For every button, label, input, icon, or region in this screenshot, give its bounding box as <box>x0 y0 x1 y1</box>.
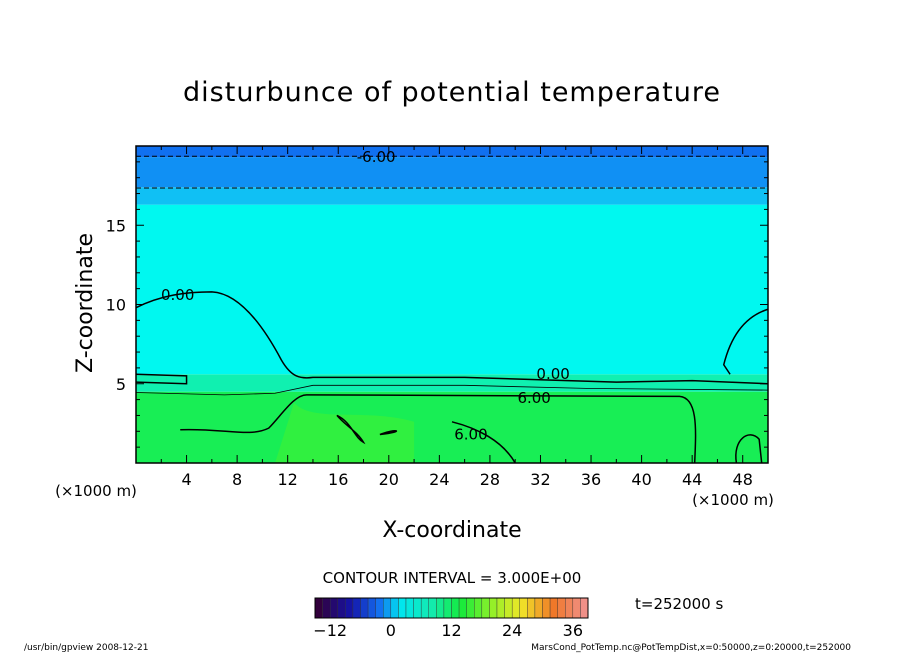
footer-left: /usr/bin/gpview 2008-12-21 <box>24 643 148 653</box>
colorbar-tick-36: 36 <box>563 621 583 640</box>
x-tick-label-40: 40 <box>631 470 651 489</box>
y-tick-label-10: 10 <box>106 296 126 315</box>
x-axis-label: X-coordinate <box>382 518 521 543</box>
contour-label-3: 6.00 <box>517 389 550 407</box>
color-bands <box>136 146 768 463</box>
colorbar-ticks: −12 0 12 24 36 <box>313 621 583 640</box>
contour-three <box>135 384 769 396</box>
x-tick-label-4: 4 <box>181 470 191 489</box>
green-patch <box>275 402 415 463</box>
contour-zero-main <box>135 291 769 385</box>
colorbar-tick--12: −12 <box>313 621 347 640</box>
x-tick-label-24: 24 <box>429 470 449 489</box>
x-tick-label-32: 32 <box>530 470 550 489</box>
chart-title: disturbunce of potential temperature <box>183 77 721 108</box>
x-tick-label-44: 44 <box>682 470 702 489</box>
contour-zero-left <box>135 373 188 385</box>
contour-six-right <box>735 434 763 464</box>
band-0 <box>136 391 768 463</box>
y-unit-label: (×1000 m) <box>55 482 137 500</box>
y-tick-label-5: 5 <box>116 375 126 394</box>
contour-label-0: -6.00 <box>357 148 396 166</box>
contour-six-loop <box>336 414 366 445</box>
colorbar-tick-12: 12 <box>441 621 461 640</box>
contour-interval-text: CONTOUR INTERVAL = 3.000E+00 <box>323 569 582 587</box>
contour-zero-right <box>722 308 769 375</box>
footer-right: MarsCond_PotTemp.nc@PotTempDist,x=0:5000… <box>531 643 851 653</box>
x-tick-label-28: 28 <box>480 470 500 489</box>
band-1 <box>136 374 768 392</box>
band-3 <box>136 187 768 205</box>
colorbar-tick-0: 0 <box>386 621 396 640</box>
colorbar-frame <box>314 597 589 619</box>
x-tick-label-36: 36 <box>581 470 601 489</box>
x-tick-label-20: 20 <box>379 470 399 489</box>
contour-label-2: 0.00 <box>536 365 569 383</box>
y-axis-label: Z-coordinate <box>73 233 98 373</box>
band-4 <box>136 157 768 188</box>
colorbar-tick-24: 24 <box>502 621 522 640</box>
contour-label-1: 0.00 <box>161 286 194 304</box>
x-tick-label-8: 8 <box>232 470 242 489</box>
contour-labels: -6.00 0.00 0.00 6.00 6.00 <box>161 148 570 443</box>
time-label: t=252000 s <box>635 595 723 613</box>
plot-area: -6.000.000.006.006.00 4 8 12 16 20 24 28 32 36 40… <box>106 145 769 489</box>
contour-label-4: 6.00 <box>454 425 487 443</box>
band-2 <box>136 204 768 375</box>
contour-six-inner <box>451 421 516 464</box>
x-tick-label-12: 12 <box>278 470 298 489</box>
colorbar <box>314 597 589 619</box>
contour-six-main <box>180 394 697 464</box>
y-tick-label-15: 15 <box>106 216 126 235</box>
x-unit-label: (×1000 m) <box>692 491 774 509</box>
contour-six-loop2 <box>379 430 397 436</box>
x-tick-label-16: 16 <box>328 470 348 489</box>
contour-lines <box>135 155 769 464</box>
x-tick-label-48: 48 <box>733 470 753 489</box>
band-5 <box>136 146 768 158</box>
